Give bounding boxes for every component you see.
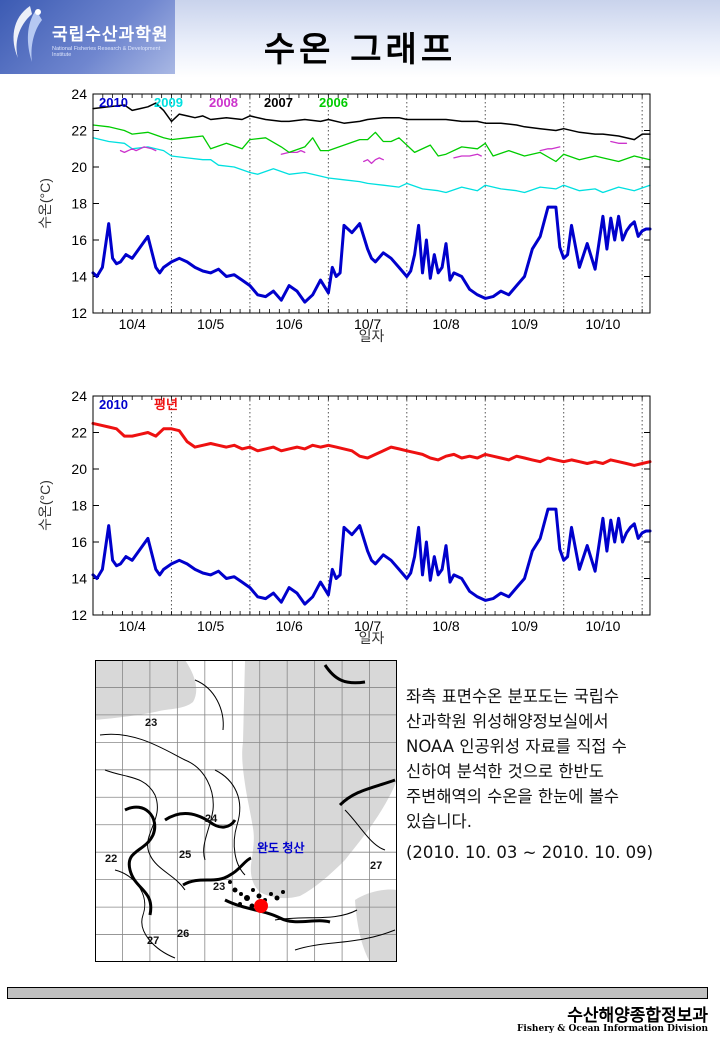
y-tick-label: 24 [71,86,87,102]
legend-entry: 2007 [264,95,293,110]
y-tick-label: 12 [71,305,87,321]
contour-label: 23 [145,717,157,729]
plot-frame [92,93,651,314]
y-tick-label: 12 [71,607,87,623]
y-tick-label: 20 [71,461,87,477]
map-grid [95,660,397,962]
y-axis-label: 수온(°C) [37,480,53,531]
description-line: 있습니다. [406,812,472,831]
y-tick-label: 14 [71,571,87,587]
sst-chart-yearly: 12 14 16 18 20 22 24 10/4 10/5 10/6 10/7 10/8 10/9 10… [37,86,652,344]
series-line-2010 [91,507,652,606]
x-tick-label: 10/10 [585,316,620,332]
footer-bar [7,987,708,999]
x-axis-label: 일자 [359,328,385,344]
map-frame [95,660,397,962]
x-tick-label: 10/8 [432,618,459,634]
fish-logo-icon [13,6,42,62]
logo-subtext: National Fisheries Research & Developmen… [52,46,161,58]
legend-entry: 평년 [154,397,178,412]
contour-label: 24 [205,813,218,825]
x-tick-label: 10/9 [511,618,538,634]
series-line-평년 [91,421,652,467]
plot-area [93,396,650,615]
description-panel: 좌측 표면수온 분포도는 국립수 산과학원 위성해양정보실에서 NOAA 인공위… [406,684,696,865]
y-tick-label: 18 [71,498,87,514]
y-axis-label: 수온(°C) [37,178,53,229]
footer-subtitle: Fishery & Ocean Information Division [517,1024,708,1034]
contour-label: 27 [147,935,159,947]
y-tick-label: 20 [71,159,87,175]
map-land-japan [355,889,397,962]
y-tick-label: 16 [71,534,87,550]
y-tick-label: 24 [71,388,87,404]
x-tick-label: 10/4 [119,316,146,332]
location-label: 완도 청산 [257,840,305,855]
sst-chart-normal: 12 14 16 18 20 22 24 10/4 10/5 10/6 10/7 10/8 10/9 10… [37,388,652,646]
contour-label: 23 [213,881,225,893]
contour-label: 27 [370,860,382,872]
series-line-2006 [92,124,651,163]
footer-title: 수산해양종합정보과 [567,1006,708,1026]
series-line-2008 [119,146,157,154]
map-islands [228,880,285,909]
y-tick-label: 22 [71,123,87,139]
logo-text: 국립수산과학원 [52,25,169,45]
x-tick-label: 10/5 [197,618,224,634]
map-land-china [95,660,197,720]
map-thick-fronts [124,664,396,924]
y-tick-label: 14 [71,269,87,285]
x-tick-label: 10/10 [585,618,620,634]
series-line-2008-seg4 [453,153,482,159]
sst-distribution-map: 23 24 25 22 23 26 27 27 완도 청산 [95,660,397,962]
plot-area [93,94,650,313]
series-line-2009 [92,137,651,194]
institute-logo[interactable]: 국립수산과학원 National Fisheries Research & De… [0,0,175,74]
legend-entry: 2006 [319,95,348,110]
description-line: 산과학원 위성해양정보실에서 [406,712,609,731]
series-line-2008-seg6 [610,140,628,144]
y-tick-label: 16 [71,232,87,248]
description-line: 주변해역의 수온을 한눈에 볼수 [406,787,620,806]
x-tick-label: 10/6 [276,316,303,332]
series-line-2008-seg3 [363,157,384,165]
x-tick-label: 10/5 [197,316,224,332]
legend-entry: 2009 [154,95,183,110]
series-line-2010 [91,205,652,304]
x-tick-label: 10/6 [276,618,303,634]
y-tick-label: 18 [71,196,87,212]
x-tick-label: 10/9 [511,316,538,332]
page-title: 수온 그래프 [263,30,457,70]
location-marker-icon[interactable] [254,899,268,913]
map-labels: 23 24 25 22 23 26 27 27 [105,717,382,947]
series-line-2007 [92,102,651,141]
legend-entry: 2008 [209,95,238,110]
date-range: (2010. 10. 03 ~ 2010. 10. 09) [406,843,654,862]
legend-entry: 2010 [99,397,128,412]
x-tick-label: 10/8 [432,316,459,332]
x-axis-label: 일자 [359,630,385,646]
description-line: 좌측 표면수온 분포도는 국립수 [406,687,620,706]
description-line: 신하여 분석한 것으로 한반도 [406,762,604,781]
contour-label: 26 [177,928,189,940]
contour-label: 22 [105,853,117,865]
x-tick-label: 10/7 [354,618,381,634]
contour-label: 25 [179,849,191,861]
series-line-2008-seg2 [280,149,306,155]
x-tick-label: 10/7 [354,316,381,332]
series-line-2008-seg5 [539,146,561,152]
legend-entry: 2010 [99,95,128,110]
y-tick-label: 22 [71,425,87,441]
map-land-korea [242,660,397,899]
x-tick-label: 10/4 [119,618,146,634]
description-line: NOAA 인공위성 자료를 직접 수 [406,737,627,756]
plot-frame [92,395,651,616]
